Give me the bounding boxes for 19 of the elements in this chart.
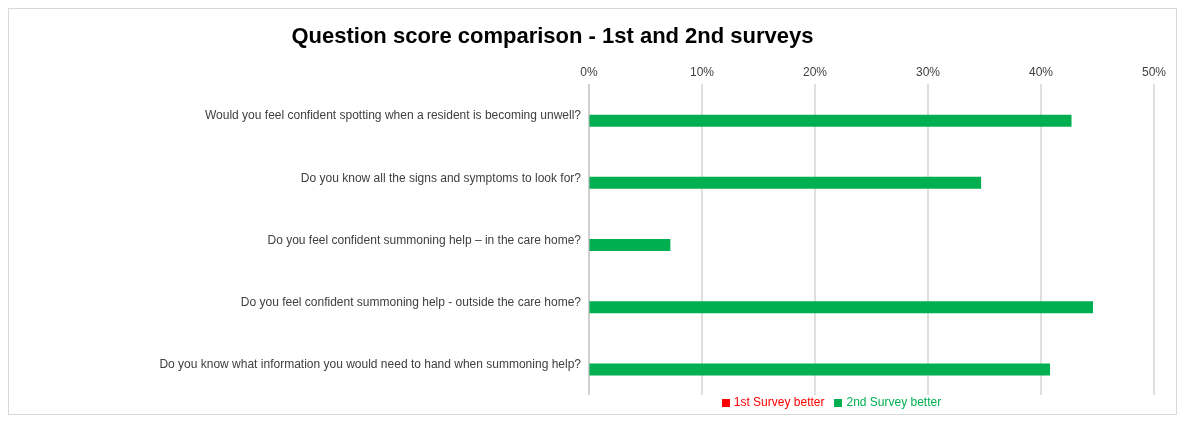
y-tick-label: Do you feel confident summoning help - outside the care home? — [240, 294, 582, 309]
y-tick-label: Do you feel confident summoning help – in the care home? — [267, 232, 582, 247]
y-tick-label: Do you know what information you would need to hand when summoning help? — [159, 357, 582, 372]
x-tick-label: 20% — [802, 65, 828, 79]
x-tick-label: 50% — [1141, 65, 1167, 79]
chart-title: Question score comparison - 1st and 2nd surveys — [290, 22, 815, 49]
x-tick-label: 10% — [689, 65, 715, 79]
y-tick-label: Would you feel confident spotting when a resident is becoming unwell? — [204, 108, 582, 123]
bar — [589, 114, 1072, 127]
x-tick-label: 30% — [915, 65, 941, 79]
bar — [589, 363, 1051, 376]
legend-label: 2nd Survey better — [846, 395, 942, 409]
bar — [589, 239, 671, 252]
legend-label: 1st Survey better — [733, 395, 825, 409]
bar — [589, 176, 982, 189]
x-tick-label: 0% — [580, 65, 598, 79]
y-tick-label: Do you know all the signs and symptoms to look for? — [300, 170, 582, 185]
bar — [589, 301, 1093, 314]
x-tick-label: 40% — [1028, 65, 1054, 79]
